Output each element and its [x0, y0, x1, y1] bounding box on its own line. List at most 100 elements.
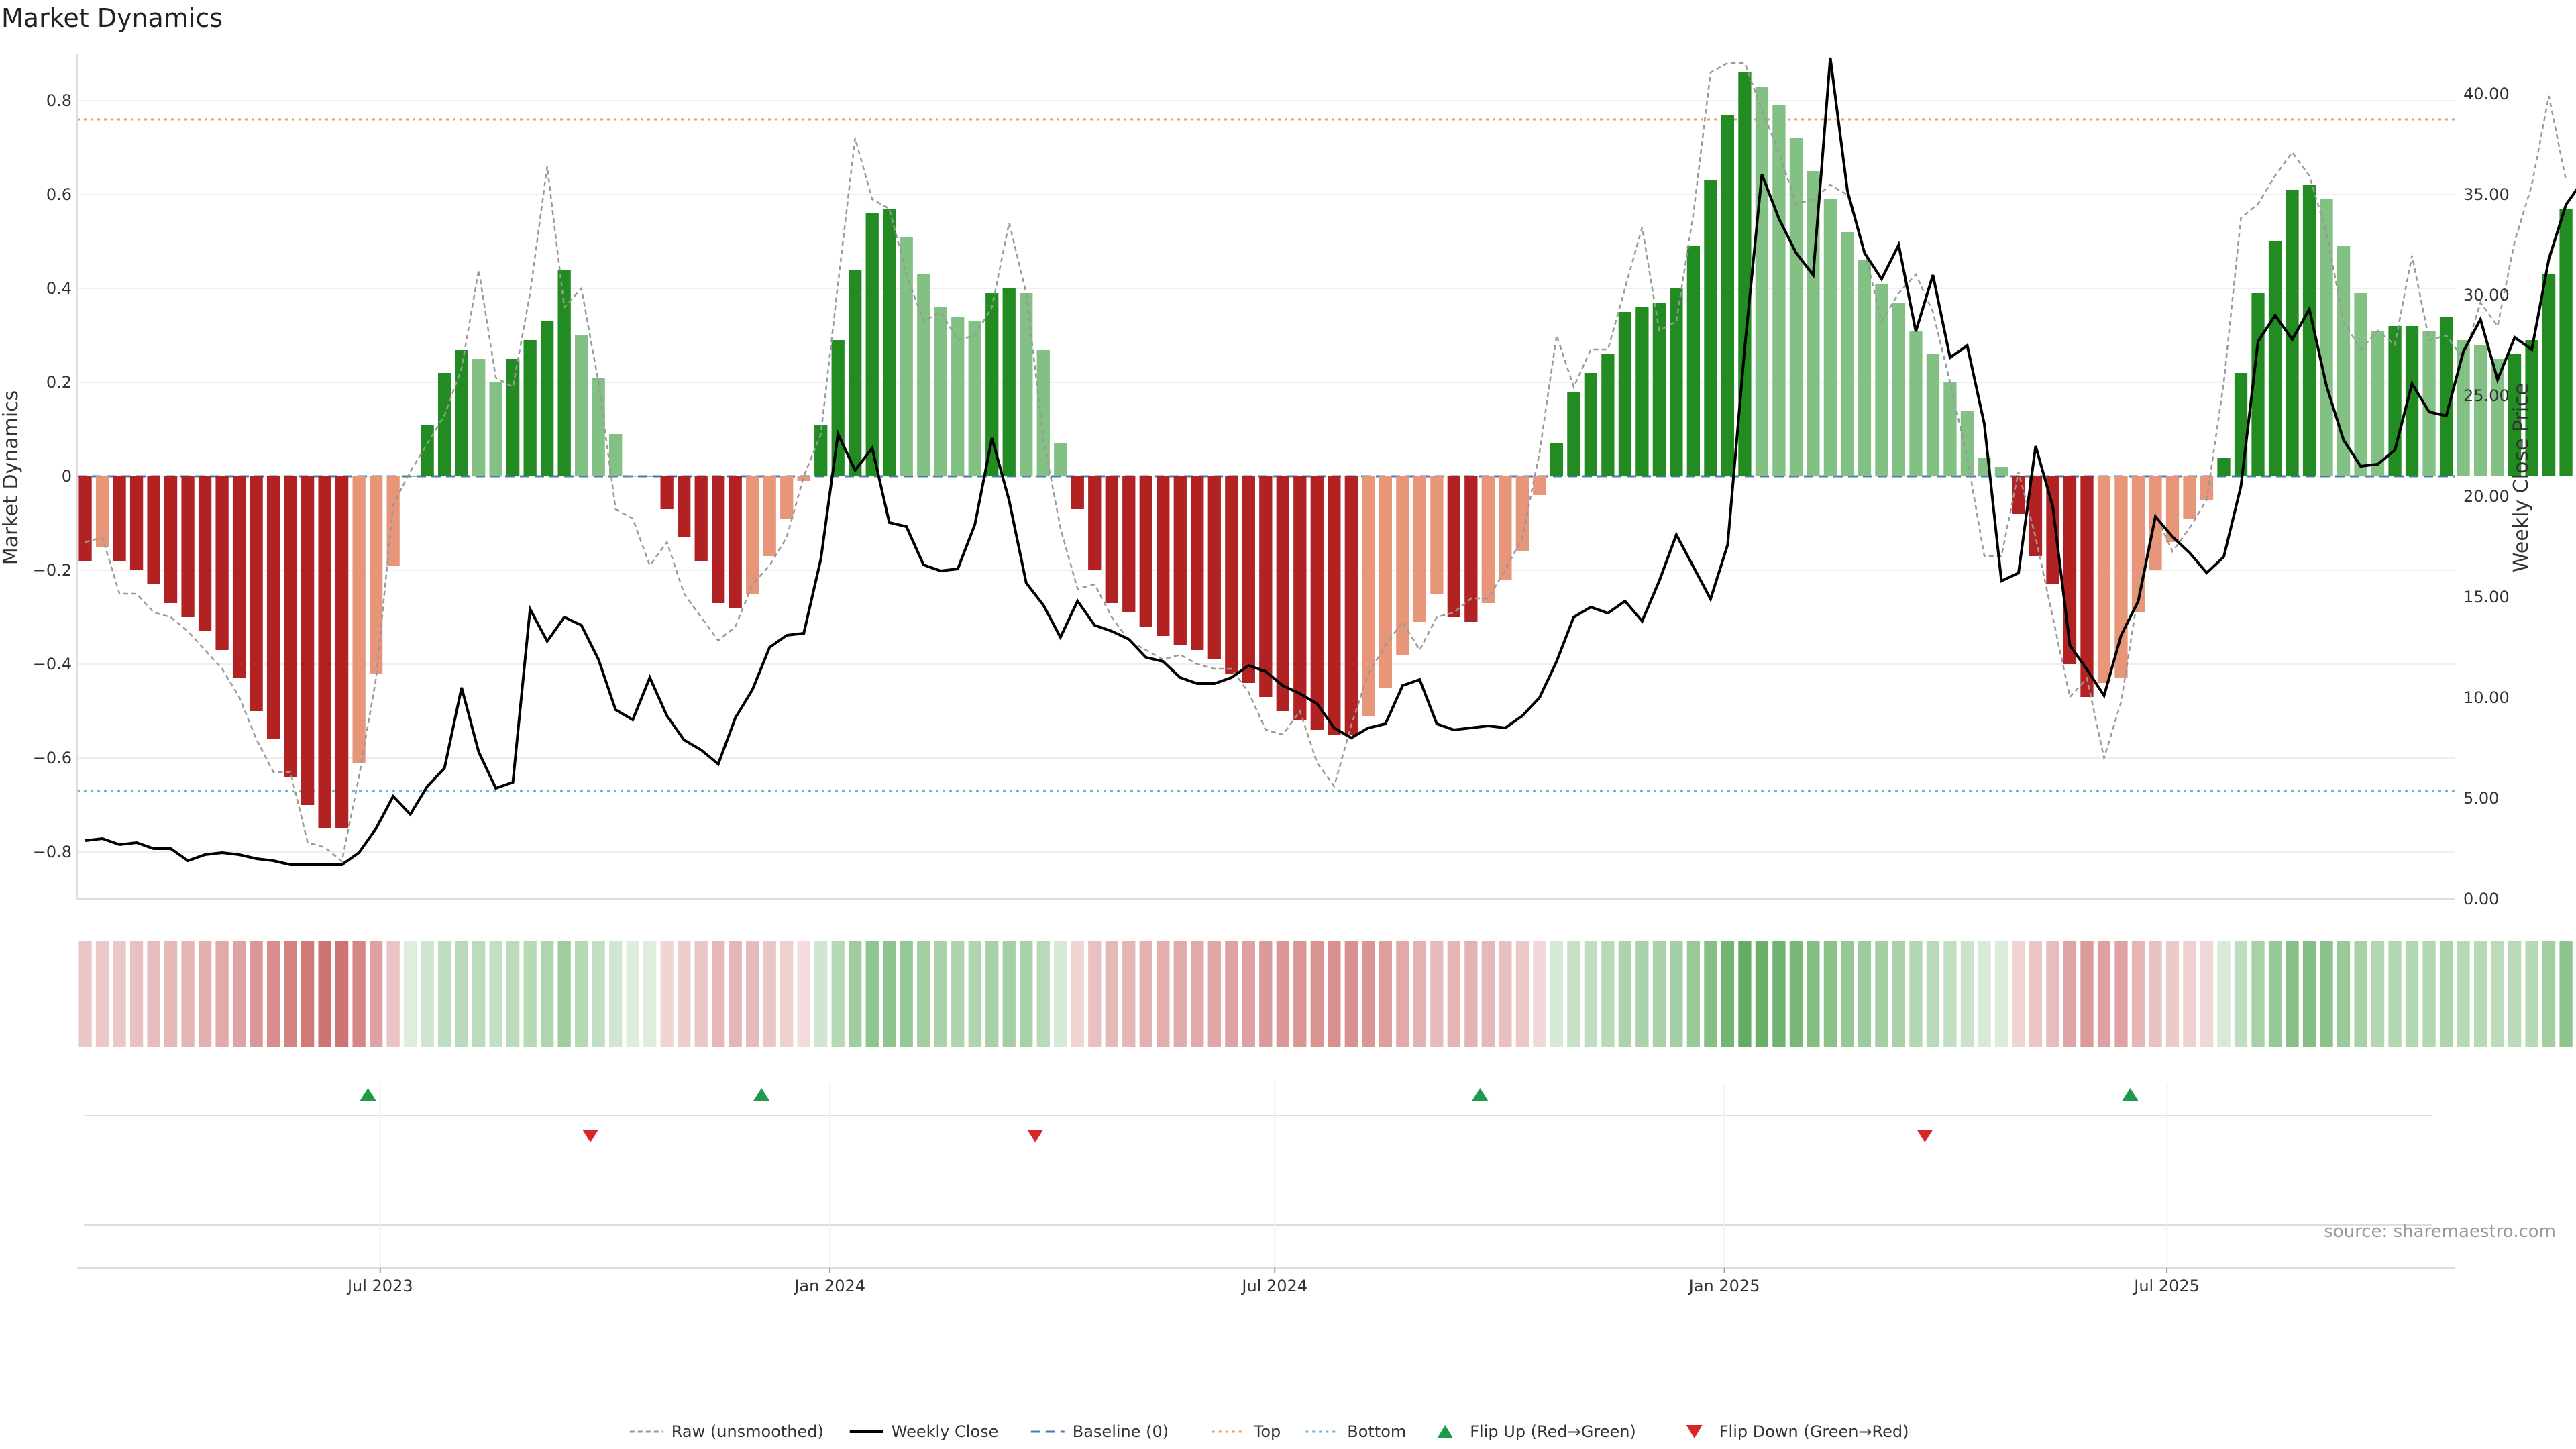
- bar: [1481, 476, 1495, 603]
- heat-cell: [489, 941, 502, 1046]
- heat-cell: [1208, 941, 1221, 1046]
- y-left-tick-label: 0: [62, 467, 72, 486]
- heat-cell: [1704, 941, 1717, 1046]
- bar: [1550, 443, 1564, 476]
- heat-cell: [557, 941, 571, 1046]
- flip-down-marker: [1917, 1130, 1933, 1142]
- heat-cell: [2183, 941, 2196, 1046]
- heat-cell: [1225, 941, 1238, 1046]
- heat-cell: [2457, 941, 2470, 1046]
- bar: [1293, 476, 1307, 720]
- heat-cell: [1960, 941, 1974, 1046]
- heat-cell: [1994, 941, 2008, 1046]
- heat-cell: [301, 941, 315, 1046]
- legend-item: Bottom: [1305, 1422, 1406, 1441]
- heat-cell: [1173, 941, 1187, 1046]
- bar: [712, 476, 725, 603]
- bar: [164, 476, 178, 603]
- bar: [2165, 476, 2180, 542]
- price-lines: [85, 57, 2576, 866]
- bar: [865, 213, 879, 476]
- heat-cell: [1755, 941, 1769, 1046]
- heat-cell: [1823, 941, 1837, 1046]
- market-dynamics-bars: [78, 72, 2573, 828]
- bar: [1413, 476, 1426, 622]
- bar: [2525, 340, 2538, 476]
- legend-swatch: [1686, 1425, 1703, 1438]
- bar: [1054, 443, 1067, 476]
- heat-cell: [250, 941, 263, 1046]
- bar: [2508, 354, 2522, 476]
- heat-cell: [1379, 941, 1392, 1046]
- heat-cell: [437, 941, 451, 1046]
- bar: [951, 317, 965, 476]
- heat-cell: [575, 941, 588, 1046]
- heat-cell: [1054, 941, 1067, 1046]
- flip-up-marker: [1472, 1088, 1489, 1101]
- heat-cell: [1618, 941, 1632, 1046]
- bar: [2354, 293, 2367, 476]
- bar: [318, 476, 331, 828]
- bar: [455, 350, 468, 476]
- bar: [1858, 260, 1872, 476]
- legend-swatch: [1437, 1425, 1454, 1438]
- heat-cell: [1721, 941, 1735, 1046]
- legend-item: Flip Up (Red→Green): [1437, 1422, 1636, 1441]
- bar: [421, 425, 434, 476]
- bar: [1515, 476, 1529, 551]
- bar: [1892, 303, 1906, 476]
- legend-item: Flip Down (Green→Red): [1686, 1422, 1909, 1441]
- heat-cell: [1550, 941, 1564, 1046]
- bar: [232, 476, 246, 678]
- heat-cell: [1242, 941, 1255, 1046]
- bar: [403, 476, 417, 477]
- bar: [541, 321, 554, 476]
- heat-cell: [1601, 941, 1615, 1046]
- heat-cell: [164, 941, 178, 1046]
- heat-cell: [1276, 941, 1289, 1046]
- bar: [883, 209, 896, 476]
- bar: [1225, 476, 1238, 674]
- heat-cell: [2439, 941, 2453, 1046]
- heat-strip: [78, 941, 2573, 1046]
- bar: [643, 476, 657, 477]
- heat-cell: [2029, 941, 2043, 1046]
- y-axis-right-label: Weekly Close Price: [2510, 383, 2533, 572]
- bar: [352, 476, 366, 763]
- y-right-tick-label: 25.00: [2463, 386, 2510, 405]
- heat-cell: [1447, 941, 1460, 1046]
- heat-cell: [2354, 941, 2367, 1046]
- heat-cell: [129, 941, 144, 1046]
- heat-cell: [1259, 941, 1273, 1046]
- y-left-tick-label: −0.8: [33, 843, 72, 861]
- legend-label: Weekly Close: [892, 1422, 999, 1441]
- bar: [1191, 476, 1204, 650]
- bar: [1447, 476, 1460, 617]
- bar: [2097, 476, 2111, 683]
- x-tick-label: Jul 2024: [1240, 1277, 1307, 1295]
- bar: [1584, 373, 1598, 476]
- heat-cell: [2337, 941, 2351, 1046]
- heat-cell: [386, 941, 400, 1046]
- heat-cell: [2508, 941, 2522, 1046]
- bar: [1122, 476, 1136, 612]
- bar: [215, 476, 229, 650]
- heat-cell: [985, 941, 999, 1046]
- bar: [1635, 307, 1649, 476]
- bar: [1157, 476, 1170, 636]
- heat-cell: [763, 941, 776, 1046]
- heat-cell: [592, 941, 605, 1046]
- bar: [575, 335, 588, 476]
- bar: [1926, 354, 1940, 476]
- heat-cell: [1413, 941, 1426, 1046]
- heat-cell: [934, 941, 947, 1046]
- flip-up-marker: [2122, 1088, 2139, 1101]
- flip-down-marker: [1027, 1130, 1044, 1142]
- flip-down-marker: [582, 1130, 599, 1142]
- bar: [335, 476, 349, 828]
- bar: [1430, 476, 1444, 594]
- bar: [763, 476, 776, 556]
- heat-cell: [2114, 941, 2128, 1046]
- legend-label: Raw (unsmoothed): [672, 1422, 824, 1441]
